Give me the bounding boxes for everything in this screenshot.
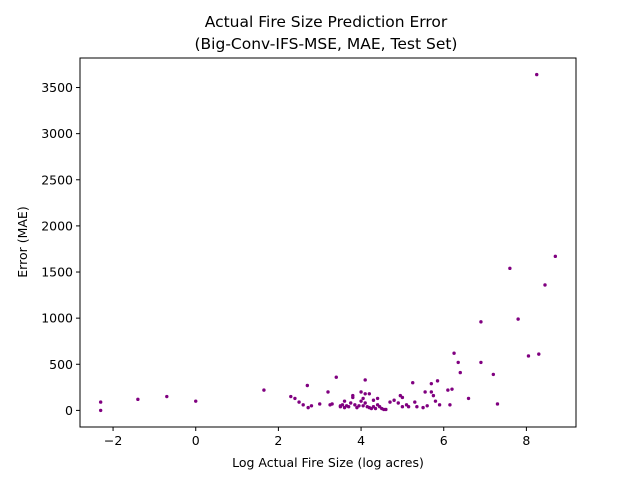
data-point: [305, 383, 310, 388]
data-point: [363, 401, 367, 405]
data-point: [553, 254, 558, 259]
data-point: [359, 390, 363, 394]
data-point: [371, 398, 376, 402]
data-point: [458, 370, 462, 375]
data-point: [431, 393, 436, 398]
x-tick-label: 4: [357, 433, 365, 448]
data-point: [346, 405, 351, 409]
data-point: [98, 400, 103, 404]
plot-area: [79, 57, 577, 428]
data-point: [351, 395, 355, 400]
data-point: [516, 317, 520, 321]
data-point: [98, 408, 103, 413]
data-point: [437, 403, 442, 407]
data-point: [262, 388, 266, 392]
x-axis-label: Log Actual Fire Size (log acres): [232, 455, 424, 470]
data-point: [309, 404, 314, 408]
data-point: [363, 392, 367, 396]
x-tick-label: 8: [522, 433, 530, 448]
data-point: [289, 394, 293, 399]
data-point: [466, 396, 471, 401]
data-point: [429, 390, 434, 394]
y-tick-label: 2500: [41, 172, 73, 187]
y-tick-label: 500: [49, 357, 73, 372]
x-tick-label: 0: [192, 433, 200, 448]
x-tick-label: 2: [274, 433, 282, 448]
data-point: [423, 390, 427, 394]
data-point: [413, 400, 417, 404]
data-point: [353, 403, 357, 407]
data-point: [375, 396, 380, 401]
data-point: [342, 399, 347, 403]
data-point: [433, 399, 438, 403]
y-tick-label: 3000: [41, 126, 73, 141]
data-point: [446, 388, 450, 392]
y-tick-label: 0: [65, 403, 73, 418]
data-point: [479, 360, 483, 365]
y-tick-label: 2000: [41, 218, 73, 233]
data-points: [98, 72, 558, 413]
data-point: [429, 381, 434, 386]
axes-frame: [79, 57, 577, 428]
data-point: [435, 379, 440, 383]
data-point: [318, 402, 322, 406]
data-point: [297, 400, 301, 404]
data-point: [293, 396, 297, 401]
data-point: [367, 392, 372, 396]
y-tick-label: 1500: [41, 265, 73, 280]
y-axis-label: Error (MAE): [15, 206, 30, 277]
x-tick-label: 6: [440, 433, 448, 448]
data-point: [334, 375, 338, 379]
data-point: [357, 404, 361, 408]
data-point: [526, 354, 531, 358]
data-point: [450, 387, 454, 391]
data-point: [359, 399, 363, 403]
x-tick-label: −2: [104, 433, 122, 448]
data-point: [388, 400, 392, 404]
data-point: [165, 394, 169, 399]
data-point: [301, 403, 305, 407]
x-axis: −2 0 2 4 6 8: [104, 427, 530, 448]
data-point: [508, 266, 512, 271]
data-point: [361, 396, 365, 401]
data-point: [406, 405, 411, 409]
data-point: [306, 405, 310, 410]
data-point: [194, 399, 198, 403]
data-point: [136, 397, 140, 402]
y-tick-label: 3500: [41, 80, 73, 95]
data-point: [543, 283, 547, 287]
data-point: [448, 403, 452, 407]
data-point: [491, 372, 496, 377]
chart-subtitle: (Big-Conv-IFS-MSE, MAE, Test Set): [195, 35, 458, 53]
data-point: [392, 398, 396, 402]
data-point: [330, 402, 334, 406]
data-point: [349, 401, 353, 405]
data-point: [425, 404, 429, 408]
data-point: [495, 402, 500, 406]
chart-title: Actual Fire Size Prediction Error: [205, 13, 448, 31]
data-point: [363, 378, 367, 382]
data-point: [326, 390, 330, 394]
data-point: [400, 405, 405, 409]
data-point: [421, 405, 425, 410]
y-axis: 0 500 1000 1500 2000 2500 3000 3500: [41, 80, 80, 418]
data-point: [361, 404, 365, 408]
y-tick-label: 1000: [41, 311, 73, 326]
data-point: [396, 401, 400, 405]
data-point: [411, 381, 415, 385]
data-point: [373, 406, 378, 411]
data-point: [400, 395, 405, 400]
data-point: [456, 360, 460, 365]
data-point: [415, 405, 419, 409]
data-point: [340, 403, 345, 407]
data-point: [384, 407, 388, 412]
data-point: [535, 72, 539, 77]
data-point: [452, 351, 456, 355]
data-point: [479, 320, 483, 324]
data-point: [537, 352, 541, 356]
